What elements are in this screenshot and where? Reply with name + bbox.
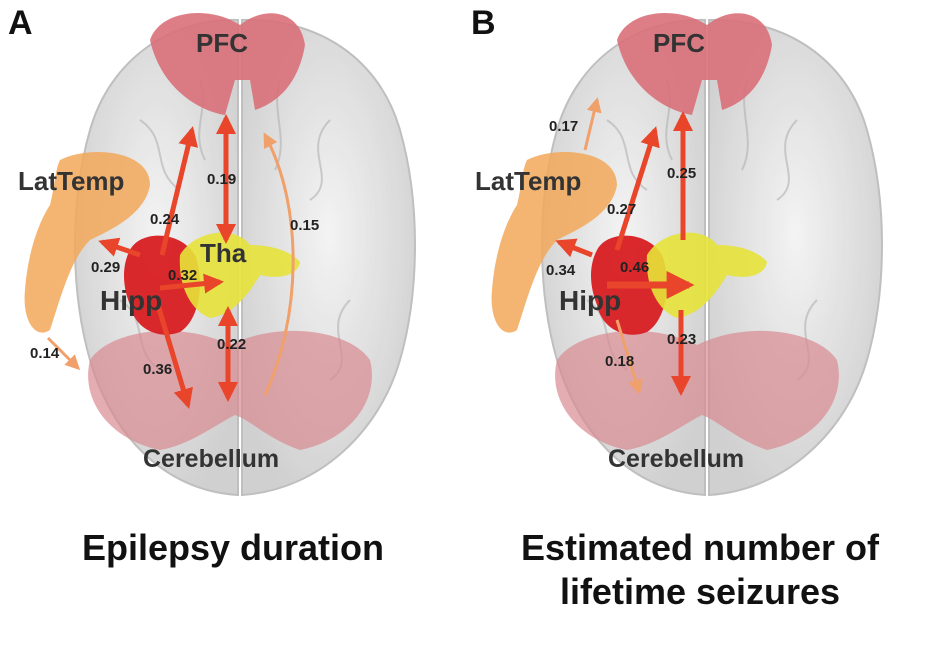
region-label-tha: Tha <box>200 238 247 268</box>
region-label-hipp: Hipp <box>559 285 621 316</box>
lattemp-region <box>491 152 617 333</box>
region-label-cerebellum: Cerebellum <box>143 445 279 473</box>
region-label-cerebellum: Cerebellum <box>608 445 744 473</box>
weight-label: 0.25 <box>667 165 696 182</box>
arrow-hipp-pfc <box>159 126 198 256</box>
brain-diagram-b: PFC LatTemp Hipp Cerebellum 0.17 0.27 0.… <box>475 12 883 497</box>
panel-letter: A <box>8 4 33 42</box>
region-label-hipp: Hipp <box>100 285 162 316</box>
weight-label: 0.34 <box>546 262 576 279</box>
pfc-region <box>617 12 772 115</box>
weight-label: 0.18 <box>605 353 634 370</box>
weight-label: 0.19 <box>207 171 236 188</box>
weight-label: 0.27 <box>607 201 636 218</box>
connection-arrows <box>555 97 695 396</box>
arrow-cerebellum-pfc <box>263 132 295 396</box>
panel-a: A <box>0 0 466 648</box>
weight-label: 0.29 <box>91 259 120 276</box>
weight-label: 0.14 <box>30 345 60 362</box>
caption-line: lifetime seizures <box>559 571 841 612</box>
caption-line: Estimated number of <box>520 527 880 568</box>
weight-label: 0.15 <box>290 217 319 234</box>
arrow-hipp-lattemp <box>555 238 593 258</box>
weight-label: 0.36 <box>143 361 172 378</box>
arrow-lattemp-pfc <box>583 97 602 151</box>
arrow-hipp-cerebellum <box>155 304 193 409</box>
region-label-lattemp: LatTemp <box>475 166 581 196</box>
region-label-pfc: PFC <box>196 28 248 58</box>
tha-region <box>179 232 300 318</box>
weight-label: 0.32 <box>168 267 197 284</box>
panel-letter: B <box>471 4 496 42</box>
weight-label: 0.24 <box>150 211 180 228</box>
panel-caption: Epilepsy duration <box>0 526 466 570</box>
arrow-hipp-tha <box>159 273 224 294</box>
weight-label: 0.22 <box>217 336 246 353</box>
panel-caption: Estimated number of lifetime seizures <box>467 526 933 614</box>
region-label-lattemp: LatTemp <box>18 166 124 196</box>
pfc-region <box>150 12 305 115</box>
weight-label: 0.23 <box>667 331 696 348</box>
weight-label: 0.46 <box>620 259 649 276</box>
arrow-hipp-pfc <box>614 126 660 251</box>
arrow-lattemp-cerebellum <box>46 336 81 371</box>
region-label-pfc: PFC <box>653 28 705 58</box>
brain-diagram-a: PFC LatTemp Tha Hipp Cerebellum 0.24 0.2… <box>18 12 416 497</box>
connection-arrows <box>46 114 295 409</box>
lattemp-region <box>24 152 151 333</box>
arrow-hipp-lattemp <box>98 237 141 258</box>
panel-b: B PFC <box>467 0 933 648</box>
cerebellum-region <box>555 330 839 450</box>
arrow-hipp-cerebellum <box>615 319 643 395</box>
caption-line: Epilepsy duration <box>81 527 385 568</box>
weight-label: 0.17 <box>549 118 578 135</box>
